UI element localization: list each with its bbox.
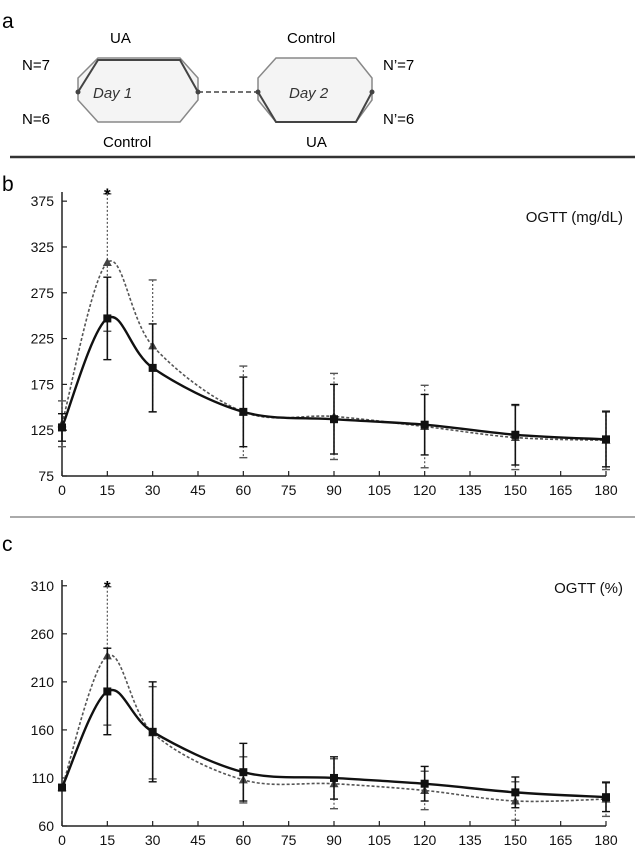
x-tick-label: 0 bbox=[58, 482, 66, 498]
day1-hexagon bbox=[77, 57, 199, 123]
x-tick-label: 120 bbox=[413, 482, 437, 498]
data-point-triangle bbox=[102, 258, 112, 267]
significance-star: * bbox=[104, 578, 111, 597]
data-point-square bbox=[148, 727, 157, 736]
x-tick-label: 180 bbox=[594, 832, 618, 848]
panel-letter-b: b bbox=[2, 173, 14, 196]
x-tick-label: 105 bbox=[368, 482, 392, 498]
data-point-square bbox=[511, 788, 520, 797]
y-tick-label: 110 bbox=[32, 770, 55, 786]
y-tick-label: 275 bbox=[31, 285, 55, 301]
x-tick-label: 105 bbox=[368, 832, 392, 848]
label-ua-bottom: UA bbox=[306, 134, 327, 151]
x-tick-label: 75 bbox=[281, 482, 297, 498]
x-tick-label: 150 bbox=[504, 482, 528, 498]
data-point-square bbox=[330, 773, 338, 782]
data-point-square bbox=[58, 783, 66, 792]
day2-bottom-path bbox=[257, 91, 373, 123]
y-tick-label: 160 bbox=[31, 722, 55, 738]
x-tick-label: 60 bbox=[236, 832, 252, 848]
x-tick-label: 135 bbox=[458, 482, 482, 498]
data-point-square bbox=[602, 793, 610, 802]
data-point-square bbox=[602, 435, 610, 444]
y-tick-label: 310 bbox=[31, 578, 55, 594]
label-control-bottom: Control bbox=[103, 134, 151, 151]
y-tick-label: 175 bbox=[31, 376, 55, 392]
node-dot bbox=[369, 89, 375, 95]
panel-letter-a: a bbox=[2, 10, 14, 33]
data-point-square bbox=[103, 314, 112, 323]
crossover-diagram: UA Control Control UA N=7 N=6 N’=7 N’=6 … bbox=[22, 30, 414, 151]
x-tick-label: 45 bbox=[190, 482, 206, 498]
x-tick-label: 90 bbox=[326, 832, 342, 848]
x-tick-label: 180 bbox=[594, 482, 618, 498]
x-tick-label: 60 bbox=[236, 482, 252, 498]
panel-letter-c: c bbox=[2, 533, 13, 556]
chart-c: 60 110 160 210 260 310 0 15 30 45 60 75 90 105 120 135 1… bbox=[31, 578, 623, 848]
data-point-square bbox=[148, 363, 157, 372]
y-tick-label: 260 bbox=[31, 626, 55, 642]
x-tick-label: 15 bbox=[100, 832, 116, 848]
y-tick-label: 75 bbox=[38, 468, 54, 484]
label-ua-top: UA bbox=[110, 30, 131, 47]
x-tick-label: 75 bbox=[281, 832, 297, 848]
node-dot bbox=[255, 89, 261, 95]
x-tick-label: 150 bbox=[504, 832, 528, 848]
chart-title: OGTT (%) bbox=[554, 580, 623, 597]
y-tick-label: 125 bbox=[31, 422, 55, 438]
x-tick-label: 90 bbox=[326, 482, 342, 498]
y-tick-label: 325 bbox=[31, 239, 55, 255]
data-point-square bbox=[511, 430, 520, 439]
y-tick-label: 210 bbox=[31, 674, 55, 690]
chart-title: OGTT (mg/dL) bbox=[526, 209, 623, 226]
y-tick-label: 60 bbox=[38, 818, 54, 834]
label-day1: Day 1 bbox=[93, 85, 132, 102]
chart-b: 75 125 175 225 275 325 375 0 15 30 45 60 75 90 105 120 1… bbox=[31, 185, 623, 498]
y-tick-label: 225 bbox=[31, 331, 55, 347]
node-dot bbox=[75, 89, 81, 95]
x-tick-label: 165 bbox=[549, 832, 573, 848]
data-point-square bbox=[420, 779, 429, 788]
x-tick-label: 45 bbox=[190, 832, 206, 848]
data-point-square bbox=[58, 423, 66, 432]
y-tick-label: 375 bbox=[31, 193, 55, 209]
x-tick-label: 15 bbox=[100, 482, 116, 498]
x-tick-label: 30 bbox=[145, 832, 161, 848]
x-tick-label: 0 bbox=[58, 832, 66, 848]
label-n-top-right: N’=7 bbox=[383, 57, 414, 74]
label-n-top-left: N=7 bbox=[22, 57, 50, 74]
data-point-square bbox=[239, 407, 248, 416]
data-point-square bbox=[239, 768, 248, 777]
label-day2: Day 2 bbox=[289, 85, 329, 102]
x-tick-label: 165 bbox=[549, 482, 573, 498]
significance-star: * bbox=[104, 185, 111, 204]
x-tick-label: 30 bbox=[145, 482, 161, 498]
label-n-bottom-right: N’=6 bbox=[383, 111, 414, 128]
day1-top-path bbox=[77, 59, 199, 93]
x-tick-label: 120 bbox=[413, 832, 437, 848]
data-point-square bbox=[103, 687, 112, 696]
data-point-square bbox=[420, 420, 429, 429]
label-control-top: Control bbox=[287, 30, 335, 47]
x-tick-label: 135 bbox=[458, 832, 482, 848]
node-dot bbox=[195, 89, 201, 95]
data-point-square bbox=[330, 415, 338, 424]
label-n-bottom-left: N=6 bbox=[22, 111, 50, 128]
